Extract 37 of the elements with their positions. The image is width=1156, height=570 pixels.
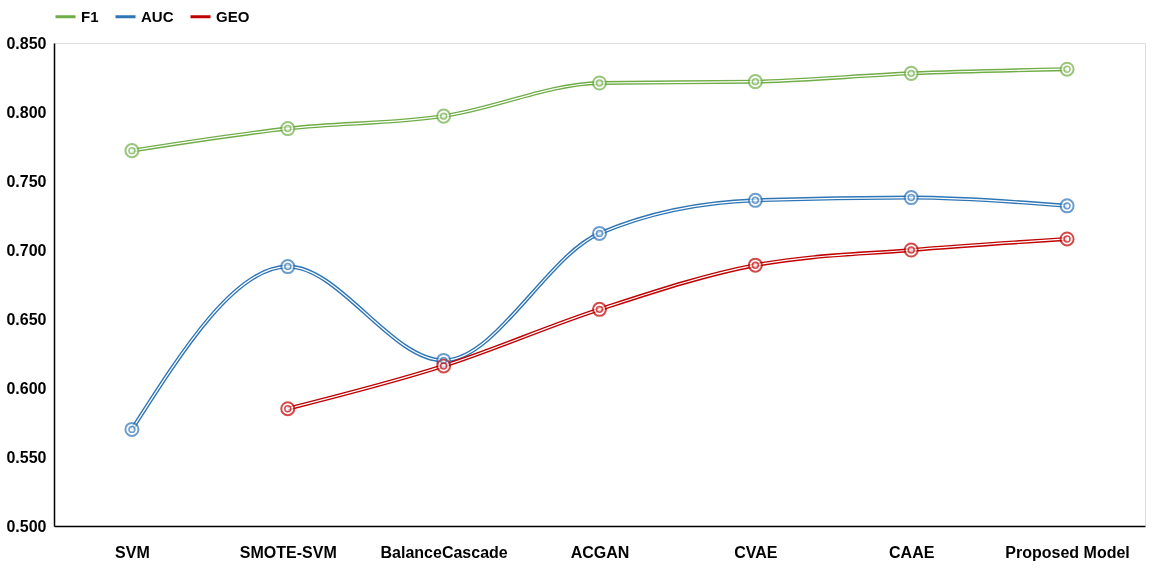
point bbox=[591, 301, 608, 317]
y-tick-label: 0.600 bbox=[6, 379, 47, 397]
x-tick-label: ACGAN bbox=[570, 543, 630, 561]
legend-label: F1 bbox=[81, 7, 99, 25]
x-tick-label: CAAE bbox=[889, 543, 935, 561]
point bbox=[280, 121, 296, 137]
point bbox=[747, 257, 763, 273]
legend-label: AUC bbox=[141, 7, 174, 25]
x-tick-label: CVAE bbox=[734, 543, 778, 561]
y-tick-label: 0.650 bbox=[6, 310, 47, 328]
y-tick-label: 0.800 bbox=[6, 103, 47, 121]
x-tick-label: SVM bbox=[115, 543, 150, 561]
y-tick-label: 0.850 bbox=[6, 34, 47, 52]
point bbox=[280, 401, 296, 417]
point bbox=[903, 190, 919, 206]
point bbox=[747, 74, 763, 90]
point bbox=[436, 358, 452, 374]
legend-label: GEO bbox=[216, 7, 250, 25]
point bbox=[436, 108, 452, 124]
point bbox=[1059, 198, 1075, 214]
y-tick-label: 0.700 bbox=[6, 241, 47, 259]
point bbox=[591, 75, 608, 91]
point bbox=[747, 192, 763, 208]
point bbox=[124, 143, 140, 159]
y-tick-label: 0.750 bbox=[6, 172, 47, 190]
point bbox=[280, 259, 296, 275]
x-tick-label: SMOTE-SVM bbox=[239, 543, 337, 561]
y-tick-label: 0.550 bbox=[6, 448, 47, 466]
point bbox=[903, 242, 919, 258]
point bbox=[124, 421, 140, 437]
x-tick-label: BalanceCascade bbox=[380, 543, 508, 561]
y-tick-label: 0.500 bbox=[6, 517, 47, 535]
point bbox=[1059, 231, 1075, 247]
point bbox=[903, 65, 919, 81]
point bbox=[591, 225, 608, 241]
point bbox=[1059, 61, 1075, 77]
x-tick-label: Proposed Model bbox=[1005, 543, 1130, 561]
